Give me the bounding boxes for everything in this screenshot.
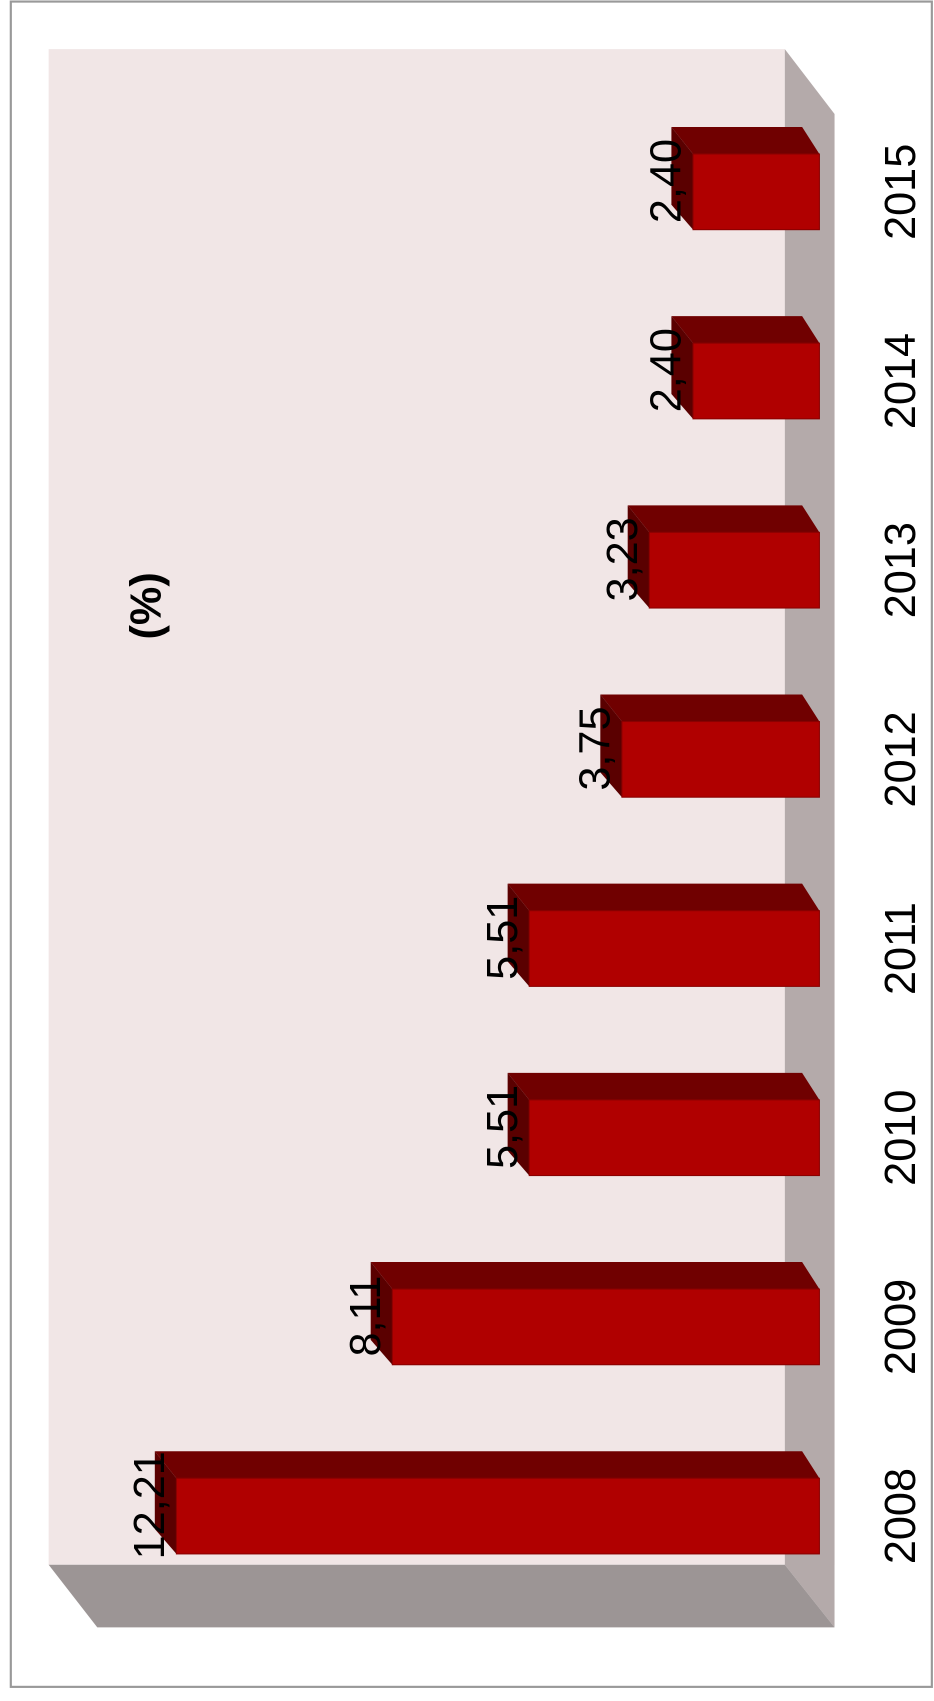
floor-side [784,49,835,1628]
bar-front [621,720,820,798]
chart-title: (%) [123,572,171,639]
bar-side [600,694,622,798]
bar-side [671,126,694,230]
bar-top [671,316,820,344]
bar-front [692,153,820,231]
bar-side [370,1262,393,1365]
bar [507,1072,820,1177]
value-label: 3,75 [572,706,620,790]
floor-front [48,1564,835,1628]
bar [154,1451,820,1555]
x-tick-label: 2012 [877,711,925,807]
value-label: 5,51 [479,1085,527,1169]
bar [600,694,820,798]
bar-top [507,883,820,911]
x-tick-label: 2014 [877,333,925,429]
bar [507,883,820,987]
value-label: 2,40 [643,139,691,223]
bar-side [154,1451,177,1554]
bar-top [507,1072,820,1100]
x-tick-label: 2015 [877,144,925,240]
x-tick-label: 2013 [877,522,925,618]
bar-side [671,316,694,419]
bar-front [528,1099,820,1177]
bar-side [627,505,650,609]
bar-side [507,883,530,987]
bar-top [370,1262,820,1290]
x-tick-label: 2009 [877,1279,925,1375]
bar [671,126,820,231]
x-tick-label: 2008 [877,1468,925,1564]
x-tick-label: 2011 [877,902,925,995]
bar-top [671,126,820,154]
bar [370,1262,820,1366]
bar-top [627,505,820,533]
bar-top [600,694,820,722]
bar-side [507,1072,530,1176]
bar-top [154,1451,820,1479]
bar [671,316,820,420]
bar-front [648,531,820,609]
value-label: 3,23 [599,517,647,601]
bar [627,505,820,609]
x-tick-label: 2010 [877,1090,925,1186]
value-label: 2,40 [643,328,691,412]
value-label: 5,51 [479,896,527,980]
value-label: 8,11 [342,1276,390,1357]
bar-front [391,1288,820,1366]
value-label: 12,21 [126,1451,174,1559]
bar-front [528,910,820,987]
bar-front [692,342,820,420]
bar-front [175,1477,820,1555]
